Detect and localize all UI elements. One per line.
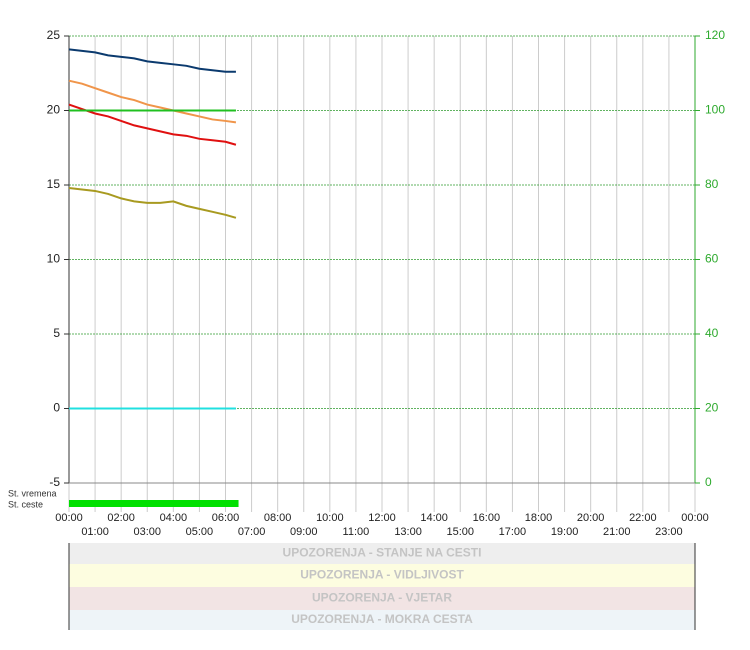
warning-label: UPOZORENJA - VIDLJIVOST xyxy=(300,568,464,582)
warning-row xyxy=(69,564,695,587)
x-tick-label: 02:00 xyxy=(107,512,135,524)
x-tick-label: 03:00 xyxy=(133,526,161,538)
warning-row xyxy=(69,543,695,564)
series-line xyxy=(68,186,237,219)
y2-tick-label: 20 xyxy=(705,401,719,415)
y2-tick-label: 60 xyxy=(705,252,719,266)
warning-row xyxy=(69,587,695,610)
x-tick-label: 11:00 xyxy=(343,526,370,538)
x-tick-label: 16:00 xyxy=(473,512,501,524)
x-tick-label: 18:00 xyxy=(525,512,553,524)
warning-row xyxy=(69,610,695,630)
x-tick-label: 23:00 xyxy=(655,526,683,538)
y-tick-label: 5 xyxy=(53,326,60,340)
x-tick-label: 06:00 xyxy=(212,512,240,524)
series-line xyxy=(68,79,237,124)
y-tick-label: 20 xyxy=(47,103,61,117)
x-tick-label: 15:00 xyxy=(446,526,474,538)
x-tick-label: 04:00 xyxy=(160,512,188,524)
x-tick-label: 13:00 xyxy=(394,526,422,538)
x-tick-label: 19:00 xyxy=(551,526,579,538)
status-bar xyxy=(69,500,239,507)
y2-tick-label: 0 xyxy=(705,475,712,489)
x-tick-label: 05:00 xyxy=(186,526,214,538)
y2-tick-label: 40 xyxy=(705,326,719,340)
y2-tick-label: 120 xyxy=(705,28,725,42)
series-line xyxy=(68,48,236,73)
x-tick-label: 07:00 xyxy=(238,526,266,538)
x-tick-label: 17:00 xyxy=(499,526,527,538)
x-tick-label: 21:00 xyxy=(603,526,631,538)
warning-label: UPOZORENJA - STANJE NA CESTI xyxy=(283,546,482,560)
y2-tick-label: 80 xyxy=(705,177,719,191)
x-tick-label: 00:00 xyxy=(681,512,709,524)
series-line xyxy=(68,103,237,146)
y-tick-label: 15 xyxy=(47,177,61,191)
warning-label: UPOZORENJA - VJETAR xyxy=(312,591,452,605)
x-tick-label: 20:00 xyxy=(577,512,605,524)
y-tick-label: 10 xyxy=(47,252,61,266)
x-tick-label: 00:00 xyxy=(55,512,83,524)
y2-tick-label: 100 xyxy=(705,103,725,117)
warning-label: UPOZORENJA - MOKRA CESTA xyxy=(291,612,473,626)
y-tick-label: -5 xyxy=(49,475,60,489)
x-tick-label: 14:00 xyxy=(420,512,448,524)
x-tick-label: 22:00 xyxy=(629,512,657,524)
y-tick-label: 0 xyxy=(53,401,60,415)
x-tick-label: 12:00 xyxy=(368,512,396,524)
status-label: St. vremena xyxy=(8,488,57,498)
x-tick-label: 10:00 xyxy=(316,512,344,524)
x-tick-label: 01:00 xyxy=(81,526,109,538)
y-tick-label: 25 xyxy=(47,28,61,42)
status-label: St. ceste xyxy=(8,499,43,509)
x-tick-label: 09:00 xyxy=(290,526,318,538)
x-tick-label: 08:00 xyxy=(264,512,292,524)
